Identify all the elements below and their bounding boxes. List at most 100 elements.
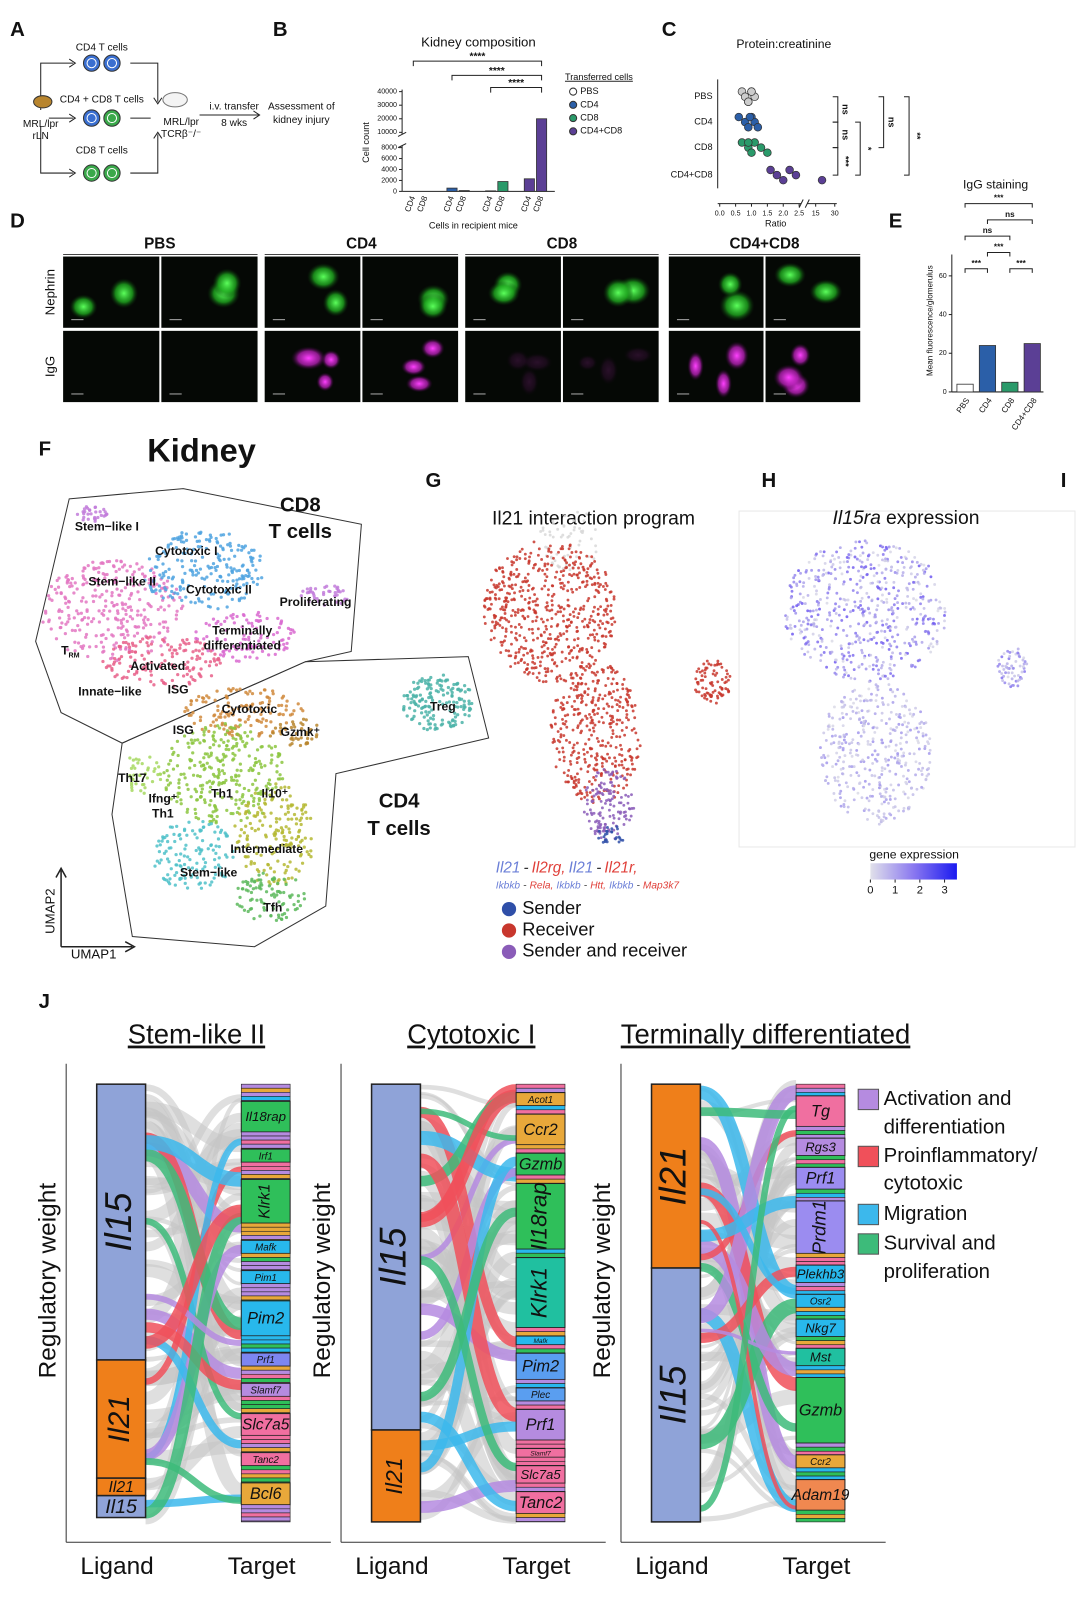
target-stripe: [240, 1365, 291, 1371]
cell-dot: [874, 615, 877, 619]
cell-dot: [586, 687, 590, 691]
cell-dot: [889, 687, 893, 691]
cell-dot: [271, 731, 275, 735]
mouse-icon: [162, 92, 188, 108]
cell-dot: [195, 654, 200, 658]
cell-dot: [164, 787, 168, 792]
cell-dot: [230, 597, 234, 602]
cell-dot: [218, 574, 222, 579]
cell-dot: [609, 609, 613, 613]
cell-dot: [588, 763, 591, 767]
target-stripe: [795, 1126, 846, 1131]
cell-dot: [284, 868, 288, 873]
cell-dot: [140, 761, 144, 766]
cell-dot: [283, 785, 287, 789]
cell-dot: [600, 715, 604, 719]
micrograph: [63, 330, 160, 403]
cell-dot: [868, 611, 872, 615]
cell-dot: [712, 669, 716, 673]
cell-dot: [576, 724, 580, 728]
cell-dot: [876, 553, 880, 557]
cell-dot: [891, 611, 895, 615]
cell-dot: [427, 695, 431, 700]
cell-dot: [267, 884, 272, 888]
cell-dot: [167, 567, 171, 571]
target-stripe: [795, 1155, 846, 1161]
cell-dot: [227, 557, 231, 561]
cell-dot: [551, 535, 555, 539]
cell-dot: [172, 832, 176, 837]
cell-dot: [606, 677, 610, 680]
cell-dot: [569, 762, 573, 766]
cell-dot: [198, 852, 202, 856]
cell-dot: [806, 650, 810, 654]
cell-dot: [920, 773, 924, 776]
cell-dot: [599, 781, 603, 785]
cell-dot: [156, 607, 160, 612]
cell-dot: [234, 774, 238, 779]
cell-dot: [67, 617, 71, 621]
cell-dot: [517, 623, 521, 626]
cell-dot: [192, 721, 196, 725]
cell-dot: [216, 555, 220, 560]
cell-dot: [170, 596, 175, 600]
cell-dot: [504, 629, 508, 633]
cell-dot: [136, 761, 140, 765]
cell-dot: [622, 777, 626, 781]
cell-dot: [333, 594, 337, 598]
cell-dot: [199, 886, 204, 890]
legend-marker: [501, 901, 517, 917]
axis-title: Regulatory weight: [589, 1183, 616, 1379]
cell-dot: [553, 575, 557, 579]
cell-dot: [876, 604, 880, 607]
cell-dot: [884, 790, 888, 794]
cell-dot: [500, 643, 504, 647]
ribbon: [419, 1350, 518, 1507]
cell-dot: [606, 752, 609, 756]
cell-dot: [798, 580, 802, 584]
cell-dot: [1016, 684, 1020, 688]
cell-dot: [894, 772, 898, 776]
target-stripe: [240, 1170, 291, 1175]
cell-dot: [195, 876, 199, 880]
cell-dot: [562, 707, 565, 710]
cell-dot: [923, 744, 927, 748]
cell-dot: [791, 605, 795, 609]
ligand-label: Il15: [373, 1227, 414, 1287]
cell-dot: [273, 790, 277, 795]
cell-dot: [810, 568, 814, 572]
cell-dot: [271, 692, 275, 696]
cell-dot: [520, 657, 524, 661]
cell-dot: [553, 740, 556, 743]
target-stripe: [515, 1148, 566, 1154]
cell-dot: [214, 568, 218, 573]
cell-dot: [498, 623, 502, 627]
cell-dot: [256, 810, 260, 815]
cell-dot: [937, 607, 941, 611]
cell-dot: [302, 845, 306, 849]
cell-dot: [561, 614, 565, 618]
cell-dot: [613, 671, 617, 675]
cell-dot: [921, 568, 925, 572]
cell-dot: [236, 707, 241, 711]
cell-dot: [532, 563, 536, 567]
cell-dot: [140, 565, 144, 569]
cell-dot: [217, 773, 221, 777]
cell-dot: [842, 665, 846, 669]
cell-dot: [797, 619, 801, 623]
cell-dot: [199, 764, 204, 768]
cell-dot: [620, 721, 624, 725]
plot-title: Stem-like II: [128, 1019, 265, 1050]
y-tick-label: 40: [939, 310, 947, 318]
cell-dot: [541, 568, 544, 572]
cell-dot: [914, 760, 918, 764]
cell-dot: [111, 564, 116, 568]
cell-dot: [1000, 676, 1004, 680]
target-label: Osr2: [810, 1296, 832, 1307]
cell-dot: [257, 759, 261, 763]
cell-dot: [927, 772, 931, 776]
caption-part: -: [523, 859, 528, 876]
target-stripe: [240, 1469, 291, 1475]
cell-dot: [183, 776, 187, 780]
caption: Il21- Il2rg, Il21- Il21r,: [496, 859, 638, 876]
